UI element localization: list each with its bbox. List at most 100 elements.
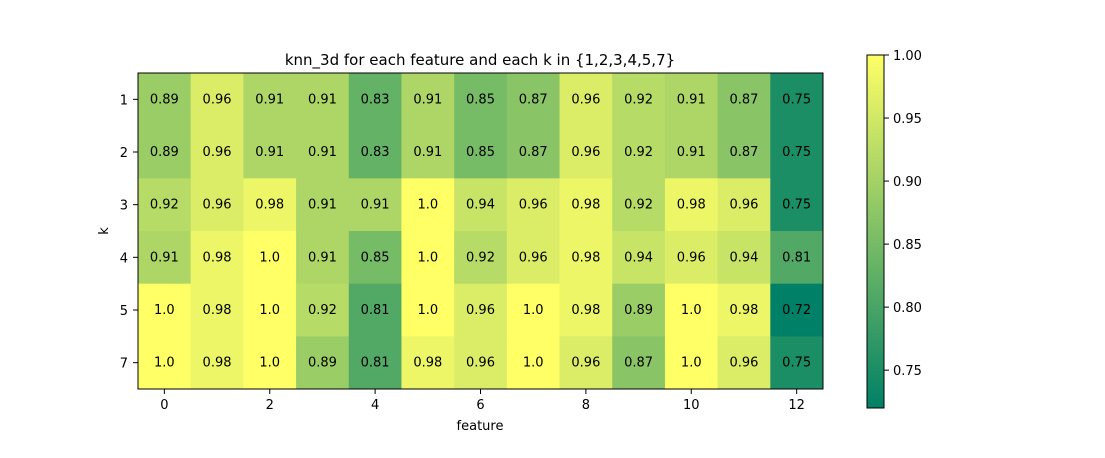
cell-value-label: 0.91 bbox=[255, 145, 284, 160]
x-tick-label: 4 bbox=[371, 398, 379, 413]
heatmap-cell bbox=[138, 283, 192, 337]
heatmap-cell bbox=[138, 125, 192, 179]
y-tick-label: 3 bbox=[120, 199, 128, 214]
cell-value-label: 1.0 bbox=[681, 356, 702, 371]
heatmap-cell bbox=[138, 178, 192, 232]
heatmap-cell bbox=[559, 336, 613, 390]
cell-value-label: 0.96 bbox=[571, 356, 600, 371]
cell-value-label: 0.85 bbox=[466, 92, 495, 107]
colorbar-tick-label: 0.80 bbox=[893, 301, 922, 316]
heatmap-cell bbox=[138, 231, 192, 285]
cell-value-label: 1.0 bbox=[417, 250, 438, 265]
cell-value-label: 0.72 bbox=[782, 303, 811, 318]
colorbar-tick-label: 0.85 bbox=[893, 238, 922, 253]
cell-value-label: 0.96 bbox=[466, 356, 495, 371]
heatmap-cell bbox=[243, 73, 297, 127]
cell-value-label: 0.98 bbox=[729, 303, 758, 318]
colorbar-tick-label: 0.75 bbox=[893, 364, 922, 379]
cell-value-label: 0.87 bbox=[519, 92, 548, 107]
heatmap-cell bbox=[190, 178, 244, 232]
cell-value-label: 0.92 bbox=[150, 198, 179, 213]
heatmap-cell bbox=[243, 283, 297, 337]
cell-value-label: 0.98 bbox=[571, 250, 600, 265]
colorbar-tick-label: 0.90 bbox=[893, 175, 922, 190]
heatmap-cell bbox=[559, 125, 613, 179]
heatmap-cell bbox=[401, 178, 455, 232]
cell-value-label: 1.0 bbox=[154, 303, 175, 318]
colorbar-tick-label: 0.95 bbox=[893, 112, 922, 127]
cell-value-label: 0.94 bbox=[466, 198, 495, 213]
cell-value-label: 0.98 bbox=[255, 198, 284, 213]
heatmap-cell bbox=[664, 73, 719, 127]
heatmap-cell bbox=[664, 178, 719, 232]
colorbar-tick-label: 1.00 bbox=[893, 49, 922, 64]
cell-value-label: 0.91 bbox=[150, 250, 179, 265]
cell-value-label: 1.0 bbox=[523, 356, 544, 371]
heatmap-cell bbox=[717, 231, 771, 285]
heatmap-cell bbox=[401, 283, 455, 337]
y-axis-label: k bbox=[97, 227, 112, 235]
heatmap-cell bbox=[348, 178, 402, 232]
x-tick-label: 6 bbox=[476, 398, 484, 413]
heatmap-cell bbox=[454, 125, 508, 179]
heatmap-cell bbox=[559, 73, 613, 127]
cell-value-label: 1.0 bbox=[681, 303, 702, 318]
heatmap-cell bbox=[454, 231, 508, 285]
cell-value-label: 1.0 bbox=[417, 198, 438, 213]
heatmap-cell bbox=[243, 231, 297, 285]
cell-value-label: 0.96 bbox=[203, 145, 232, 160]
heatmap-cell-labels: 0.89 0.96 0.91 0.91 0.83 0.91 0.85 0.87 0.96 0.92… bbox=[150, 92, 811, 370]
heatmap-cell bbox=[296, 178, 350, 232]
heatmap-cell bbox=[401, 73, 455, 127]
heatmap-cell bbox=[243, 125, 297, 179]
cell-value-label: 0.87 bbox=[624, 356, 653, 371]
cell-value-label: 0.91 bbox=[677, 145, 706, 160]
colorbar-ticks: 0.75 0.80 0.85 0.90 0.95 1.00 bbox=[884, 49, 922, 379]
cell-value-label: 0.75 bbox=[782, 145, 811, 160]
cell-value-label: 0.96 bbox=[729, 198, 758, 213]
heatmap-cell bbox=[612, 231, 666, 285]
heatmap-cell bbox=[296, 336, 350, 390]
cell-value-label: 0.92 bbox=[624, 145, 653, 160]
cell-value-label: 0.91 bbox=[308, 92, 337, 107]
heatmap-cell bbox=[612, 178, 666, 232]
heatmap-cell bbox=[243, 336, 297, 390]
cell-value-label: 0.85 bbox=[361, 250, 390, 265]
heatmap-cell bbox=[454, 73, 508, 127]
cell-value-label: 0.94 bbox=[624, 250, 653, 265]
heatmap-cell bbox=[348, 231, 402, 285]
heatmap-cell bbox=[717, 73, 771, 127]
heatmap-cell bbox=[664, 283, 719, 337]
y-tick-label: 7 bbox=[120, 357, 128, 372]
heatmap-cell bbox=[559, 283, 613, 337]
cell-value-label: 0.98 bbox=[571, 198, 600, 213]
cell-value-label: 0.91 bbox=[413, 92, 442, 107]
heatmap-cell bbox=[190, 125, 244, 179]
heatmap-cell bbox=[770, 283, 824, 337]
cell-value-label: 0.75 bbox=[782, 92, 811, 107]
heatmap-cell bbox=[664, 125, 719, 179]
heatmap-cell bbox=[296, 283, 350, 337]
cell-value-label: 0.96 bbox=[203, 92, 232, 107]
chart-title: knn_3d for each feature and each k in {1… bbox=[285, 51, 675, 70]
cell-value-label: 0.92 bbox=[624, 92, 653, 107]
heatmap-cell bbox=[717, 283, 771, 337]
heatmap-cell bbox=[559, 178, 613, 232]
heatmap-cell bbox=[190, 73, 244, 127]
heatmap-cell bbox=[612, 73, 666, 127]
cell-value-label: 0.89 bbox=[308, 356, 337, 371]
cell-value-label: 1.0 bbox=[154, 356, 175, 371]
cell-value-label: 0.96 bbox=[729, 356, 758, 371]
heatmap-cell bbox=[348, 73, 402, 127]
cell-value-label: 0.83 bbox=[361, 145, 390, 160]
cell-value-label: 0.96 bbox=[519, 198, 548, 213]
heatmap-cell bbox=[506, 178, 561, 232]
heatmap-cell bbox=[770, 125, 824, 179]
heatmap-cell bbox=[454, 178, 508, 232]
cell-value-label: 0.92 bbox=[624, 198, 653, 213]
cell-value-label: 0.96 bbox=[203, 198, 232, 213]
heatmap-cell bbox=[138, 73, 192, 127]
cell-value-label: 0.98 bbox=[413, 356, 442, 371]
heatmap-cell bbox=[506, 283, 561, 337]
